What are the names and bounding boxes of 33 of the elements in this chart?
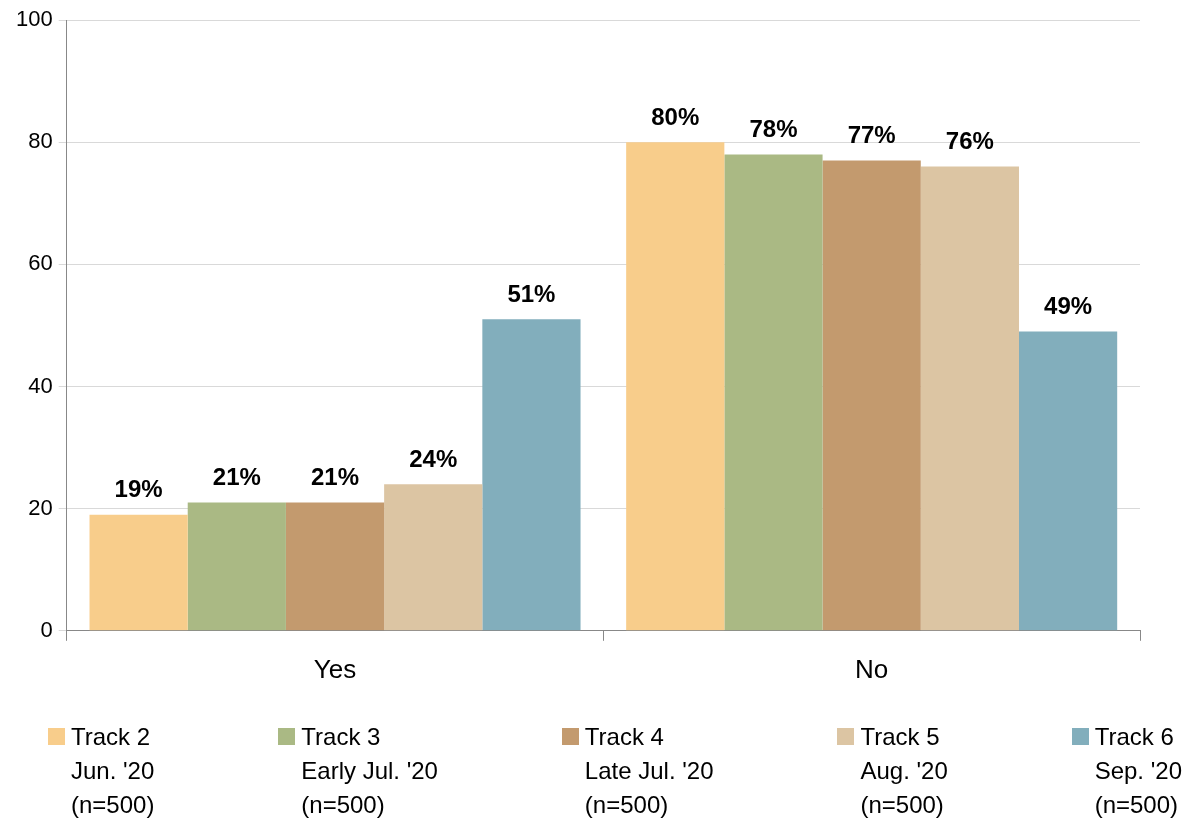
bar: [920, 166, 1019, 631]
data-label: 21%: [212, 463, 261, 491]
data-label: 80%: [651, 102, 700, 130]
bar: [724, 154, 823, 631]
legend-label: Track 4 Late Jul. '20 (n=500): [584, 722, 714, 820]
data-label: 78%: [749, 115, 798, 142]
bar: [89, 514, 188, 631]
legend-label: Track 6 Sep. '20 (n=500): [1094, 722, 1182, 820]
y-tick-label: 100: [15, 6, 53, 32]
bar: [285, 502, 385, 631]
y-tick-label: 60: [28, 250, 53, 276]
bar: [384, 484, 483, 631]
data-label: 76%: [945, 127, 994, 155]
data-label: 19%: [114, 475, 163, 503]
x-tick-label: Yes: [313, 653, 357, 684]
bar: [822, 160, 921, 631]
y-tick-label: 0: [40, 616, 53, 642]
legend-label: Track 5 Aug. '20 (n=500): [860, 722, 948, 820]
data-label: 77%: [847, 121, 896, 149]
bar: [1018, 331, 1118, 631]
data-label: 51%: [507, 279, 556, 307]
bar: [626, 142, 725, 631]
data-label: 21%: [311, 463, 360, 491]
data-label: 49%: [1044, 292, 1093, 320]
legend-label: Track 2 Jun. '20 (n=500): [71, 722, 155, 820]
legend-label: Track 3 Early Jul. '20 (n=500): [301, 722, 438, 820]
y-tick-label: 40: [28, 372, 53, 398]
y-tick-label: 20: [28, 494, 53, 520]
bar: [187, 502, 286, 631]
data-label: 24%: [409, 444, 458, 472]
x-tick-label: No: [855, 653, 889, 684]
y-tick-label: 80: [28, 128, 53, 154]
bar: [482, 319, 581, 631]
